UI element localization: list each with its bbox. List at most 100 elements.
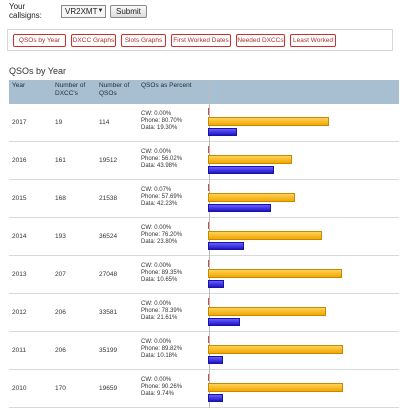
phone-bar: [208, 307, 326, 316]
data-bar: [208, 204, 272, 212]
col-qsos: Number of QSOs: [99, 82, 130, 97]
table-header: Year Number of DXCC's Number of QSOs QSO…: [9, 80, 399, 104]
cw-percent: CW: 0.00%: [141, 263, 172, 269]
dxcc-cell: 168: [55, 195, 66, 202]
col-percent: QSOs as Percent: [141, 82, 192, 89]
qsos-cell: 27048: [99, 271, 118, 278]
table-row: 2013 207 27048 CW: 0.00% Phone: 89.35% Data: …: [9, 256, 399, 294]
data-percent: Data: 23.80%: [141, 239, 178, 245]
chevron-down-icon: ▼: [97, 8, 104, 14]
cw-bar: [208, 298, 209, 305]
data-bar: [208, 280, 224, 288]
data-percent: Data: 21.61%: [141, 315, 178, 321]
dxcc-cell: 193: [55, 233, 66, 240]
year-cell: 2014: [12, 233, 27, 240]
data-bar: [208, 394, 223, 402]
cw-percent: CW: 0.07%: [141, 187, 172, 193]
data-percent: Data: 19.30%: [141, 125, 178, 131]
data-bar: [208, 356, 224, 364]
data-percent: Data: 10.65%: [141, 277, 178, 283]
qsos-cell: 21538: [99, 195, 118, 202]
table-row: 2017 19 114 CW: 0.00% Phone: 80.70% Data: 19.…: [9, 104, 399, 142]
phone-percent: Phone: 76.20%: [141, 232, 183, 238]
callsign-label: Your callsigns:: [9, 2, 42, 20]
callsign-select[interactable]: VR2XMT ▼: [61, 4, 106, 18]
table-row: 2015 168 21538 CW: 0.07% Phone: 57.69% Data: …: [9, 180, 399, 218]
year-cell: 2015: [12, 195, 27, 202]
cw-bar: [208, 336, 209, 343]
phone-bar: [208, 155, 293, 164]
qsos-cell: 33581: [99, 309, 118, 316]
phone-percent: Phone: 89.35%: [141, 270, 183, 276]
nav-dxcc-graphs[interactable]: DXCC Graphs: [71, 34, 116, 47]
dxcc-cell: 206: [55, 309, 66, 316]
year-cell: 2016: [12, 157, 27, 164]
phone-percent: Phone: 78.39%: [141, 308, 183, 314]
nav-needed-dxccs[interactable]: Needed DXCCs: [236, 34, 285, 47]
qsos-cell: 36524: [99, 233, 118, 240]
callsign-bar: Your callsigns: VR2XMT ▼ Submit: [0, 0, 400, 22]
phone-bar: [208, 383, 344, 392]
cw-percent: CW: 0.00%: [141, 377, 172, 383]
data-percent: Data: 43.98%: [141, 163, 178, 169]
cw-bar: [208, 184, 209, 191]
year-cell: 2017: [12, 119, 27, 126]
qsos-cell: 19512: [99, 157, 118, 164]
cw-bar: [208, 146, 209, 153]
table-row: 2011 206 35199 CW: 0.00% Phone: 89.82% Data: …: [9, 332, 399, 370]
table-row: 2010 170 19659 CW: 0.00% Phone: 90.26% Data: …: [9, 370, 399, 408]
cw-percent: CW: 0.00%: [141, 111, 172, 117]
year-cell: 2013: [12, 271, 27, 278]
cw-bar: [208, 260, 209, 267]
nav-qsos-by-year[interactable]: QSOs by Year: [13, 34, 66, 47]
phone-percent: Phone: 80.70%: [141, 118, 183, 124]
cw-percent: CW: 0.00%: [141, 301, 172, 307]
cw-percent: CW: 0.00%: [141, 149, 172, 155]
dxcc-cell: 19: [55, 119, 63, 126]
report-nav: QSOs by Year DXCC Graphs Slots Graphs Fi…: [7, 29, 393, 51]
phone-percent: Phone: 90.26%: [141, 384, 183, 390]
cw-percent: CW: 0.00%: [141, 339, 172, 345]
dxcc-cell: 207: [55, 271, 66, 278]
qsos-cell: 19659: [99, 385, 118, 392]
nav-slots-graphs[interactable]: Slots Graphs: [121, 34, 166, 47]
header-divider: [209, 80, 210, 104]
dxcc-cell: 161: [55, 157, 66, 164]
phone-percent: Phone: 56.02%: [141, 156, 183, 162]
data-percent: Data: 42.23%: [141, 201, 178, 207]
dxcc-cell: 170: [55, 385, 66, 392]
callsign-select-value: VR2XMT: [65, 6, 98, 16]
phone-percent: Phone: 57.69%: [141, 194, 183, 200]
section-title: QSOs by Year: [9, 66, 67, 76]
data-percent: Data: 9.74%: [141, 391, 175, 397]
table-row: 2012 206 33581 CW: 0.00% Phone: 78.39% Data: …: [9, 294, 399, 332]
submit-button[interactable]: Submit: [110, 4, 147, 18]
data-bar: [208, 242, 244, 250]
year-cell: 2010: [12, 385, 27, 392]
data-bar: [208, 318, 241, 326]
phone-bar: [208, 345, 343, 354]
cw-percent: CW: 0.00%: [141, 225, 172, 231]
table-row: 2016 161 19512 CW: 0.00% Phone: 56.02% Data: …: [9, 142, 399, 180]
cw-bar: [208, 222, 209, 229]
cw-bar: [208, 374, 209, 381]
nav-least-worked[interactable]: Least Worked: [290, 34, 336, 47]
phone-bar: [208, 117, 330, 126]
qsos-cell: 35199: [99, 347, 118, 354]
data-bar: [208, 128, 237, 136]
data-bar: [208, 166, 274, 174]
dxcc-cell: 206: [55, 347, 66, 354]
qsos-cell: 114: [99, 119, 110, 126]
year-cell: 2011: [12, 347, 26, 354]
phone-percent: Phone: 89.82%: [141, 346, 183, 352]
phone-bar: [208, 231, 323, 240]
col-dxcc: Number of DXCC's: [55, 82, 86, 97]
data-percent: Data: 10.18%: [141, 353, 178, 359]
year-cell: 2012: [12, 309, 27, 316]
nav-first-worked-dates[interactable]: First Worked Dates: [171, 34, 231, 47]
col-year: Year: [12, 82, 26, 89]
phone-bar: [208, 193, 295, 202]
cw-bar: [208, 108, 209, 115]
phone-bar: [208, 269, 343, 278]
table-row: 2014 193 36524 CW: 0.00% Phone: 76.20% Data: …: [9, 218, 399, 256]
